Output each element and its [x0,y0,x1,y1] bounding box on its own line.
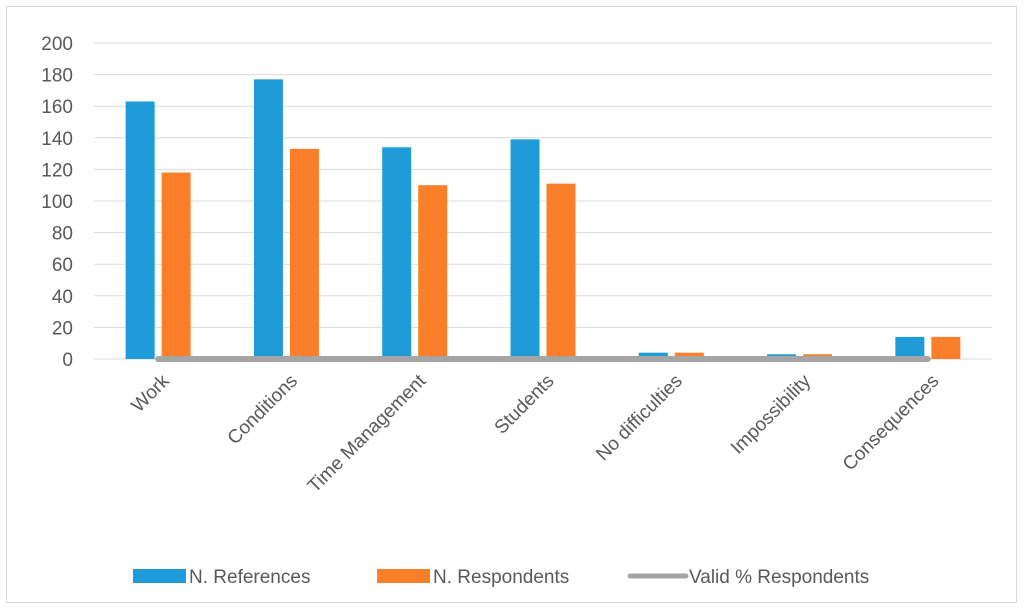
y-tick-label: 120 [41,160,73,181]
gridlines [94,42,992,360]
y-tick-label: 200 [41,34,73,55]
y-tick-label: 100 [41,192,73,213]
y-tick-label: 60 [52,255,73,276]
x-tick-label: Conditions [224,371,302,449]
legend-label: Valid % Respondents [689,567,869,588]
x-tick-label: Impossibility [727,370,815,458]
legend-label: N. References [189,567,310,588]
bar-n-references [510,139,540,359]
y-tick-label: 20 [52,318,73,339]
bar-n-respondents [418,185,448,359]
y-tick-label: 40 [52,287,73,308]
bar-n-respondents [289,148,319,359]
x-tick-label: Students [491,371,559,439]
bar-n-references [125,101,155,360]
y-tick-label: 140 [41,129,73,150]
y-axis-ticks: 0 20 40 60 80 100 120 140 160 180 200 [41,34,73,371]
x-tick-label: Work [128,370,174,416]
bar-n-references [253,79,283,359]
x-tick-label: Consequences [839,371,943,475]
bar-n-references [895,336,925,359]
legend-swatch [377,569,430,583]
legend-swatch [133,569,186,583]
y-tick-label: 80 [52,224,73,245]
bar-n-respondents [546,183,576,359]
bars [125,79,961,360]
bar-n-references [382,147,412,359]
bar-n-respondents [161,172,191,359]
legend-label: N. Respondents [433,567,569,588]
bar-n-references [638,352,668,359]
bar-n-respondents [931,336,961,359]
legend: N. References N. Respondents Valid % Respo… [133,567,869,588]
y-tick-label: 180 [41,66,73,87]
x-tick-label: Time Management [304,370,431,497]
y-tick-label: 0 [62,350,73,371]
x-axis-ticks: Work Conditions Time Management Students No … [128,370,944,497]
bar-n-respondents [674,352,704,359]
x-tick-label: No difficulties [592,371,687,466]
y-tick-label: 160 [41,97,73,118]
